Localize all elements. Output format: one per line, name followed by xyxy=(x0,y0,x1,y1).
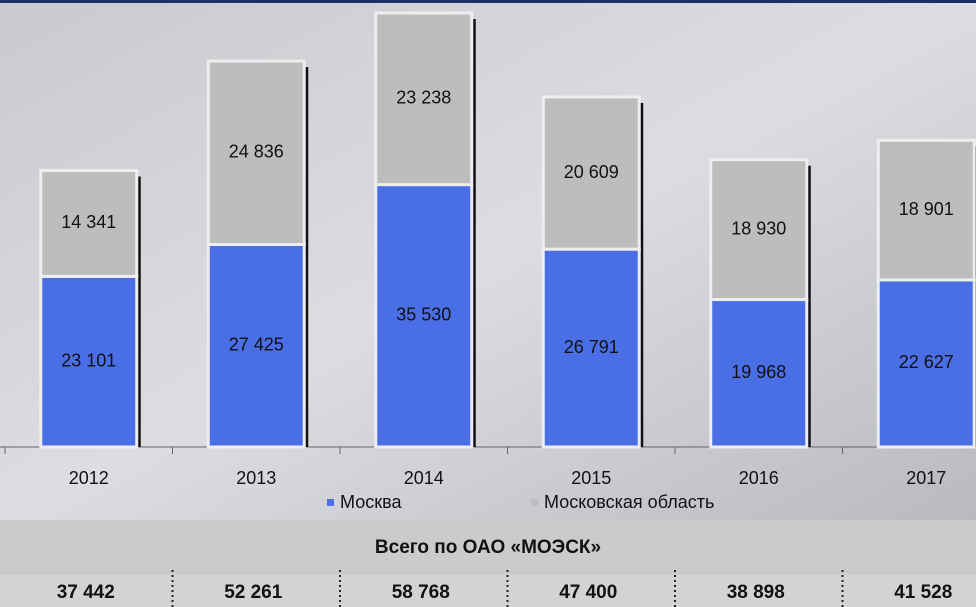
value-label: 23 101 xyxy=(61,350,116,370)
top-rule xyxy=(0,0,976,3)
bar-segment xyxy=(709,158,809,302)
total-label: 38 898 xyxy=(727,582,785,603)
total-row xyxy=(0,575,976,607)
legend-label: Москва xyxy=(340,492,402,512)
legend-label: Московская область xyxy=(544,492,714,512)
legend-swatch xyxy=(531,499,538,506)
value-label: 20 609 xyxy=(564,162,619,182)
bar-segment xyxy=(39,274,139,449)
x-tick-label: 2014 xyxy=(404,468,444,488)
bar-segment xyxy=(876,138,976,282)
legend-swatch xyxy=(327,499,334,506)
bar-segment xyxy=(206,242,306,449)
x-tick-label: 2013 xyxy=(236,468,276,488)
value-label: 24 836 xyxy=(229,142,284,162)
x-tick-label: 2016 xyxy=(739,468,779,488)
bar-segment xyxy=(541,247,641,449)
value-label: 27 425 xyxy=(229,334,284,354)
value-label: 18 930 xyxy=(731,218,786,238)
total-band xyxy=(0,520,976,575)
bar-segment xyxy=(374,11,474,187)
total-title: Всего по ОАО «МОЭСК» xyxy=(375,537,601,558)
bar-segment xyxy=(206,59,306,246)
x-tick-label: 2012 xyxy=(69,468,109,488)
value-label: 23 238 xyxy=(396,88,451,108)
x-tick-label: 2017 xyxy=(906,468,946,488)
total-label: 37 442 xyxy=(57,582,115,603)
total-label: 41 528 xyxy=(894,582,952,603)
value-label: 14 341 xyxy=(61,212,116,232)
value-label: 35 530 xyxy=(396,305,451,325)
total-label: 58 768 xyxy=(392,582,450,603)
bar-shadow xyxy=(305,67,309,447)
total-label: 52 261 xyxy=(224,582,283,603)
bar-segment xyxy=(39,168,139,278)
bar-shadow xyxy=(640,102,644,447)
bar-segment xyxy=(374,183,474,449)
bar-segment xyxy=(709,298,809,449)
value-label: 18 901 xyxy=(899,199,954,219)
value-label: 19 968 xyxy=(731,362,786,382)
total-label: 47 400 xyxy=(559,582,617,603)
bar-segment xyxy=(541,95,641,251)
bar-shadow xyxy=(807,165,811,447)
background xyxy=(0,0,976,520)
bar-shadow xyxy=(472,19,476,447)
value-label: 22 627 xyxy=(899,352,954,372)
x-tick-label: 2015 xyxy=(571,468,611,488)
value-label: 26 791 xyxy=(564,337,619,357)
bar-shadow xyxy=(137,176,141,448)
bar-segment xyxy=(876,278,976,449)
